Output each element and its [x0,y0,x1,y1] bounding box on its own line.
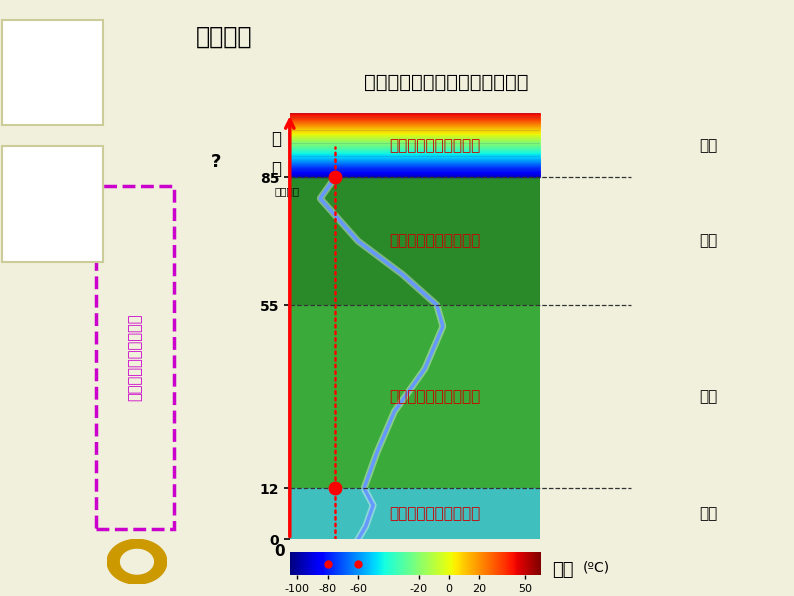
Bar [290,177,540,305]
Bar [290,488,540,539]
Text: ?: ? [210,153,221,171]
Text: 大气温度随高度增加而: 大气温度随高度增加而 [390,138,480,153]
Bar [2,20,103,125]
Text: 大气温度随高度的变化: 大气温度随高度的变化 [128,314,142,401]
Bar [290,305,540,488]
Text: 大气温度随高度的增大如何变化: 大气温度随高度的增大如何变化 [364,73,529,92]
Text: 度: 度 [271,160,281,178]
Text: 高: 高 [271,131,281,148]
Text: 大气温度随高度增加而: 大气温度随高度增加而 [390,507,480,522]
Text: 0: 0 [275,544,285,558]
Text: 升高: 升高 [700,389,717,404]
Text: 降低: 降低 [700,507,717,522]
Text: 说一说：: 说一说： [195,25,252,49]
Text: 大气温度随高度增加而: 大气温度随高度增加而 [390,389,480,404]
Bar [290,113,540,177]
Text: （千米）: （千米） [274,186,299,195]
Text: (ºC): (ºC) [582,561,610,575]
Bar [2,146,103,262]
Text: 大气温度随高度增加而: 大气温度随高度增加而 [390,234,480,249]
Text: 温度: 温度 [552,561,573,579]
Polygon shape [107,539,167,584]
Polygon shape [121,550,153,574]
Text: 降低: 降低 [700,234,717,249]
Text: 升高: 升高 [700,138,717,153]
